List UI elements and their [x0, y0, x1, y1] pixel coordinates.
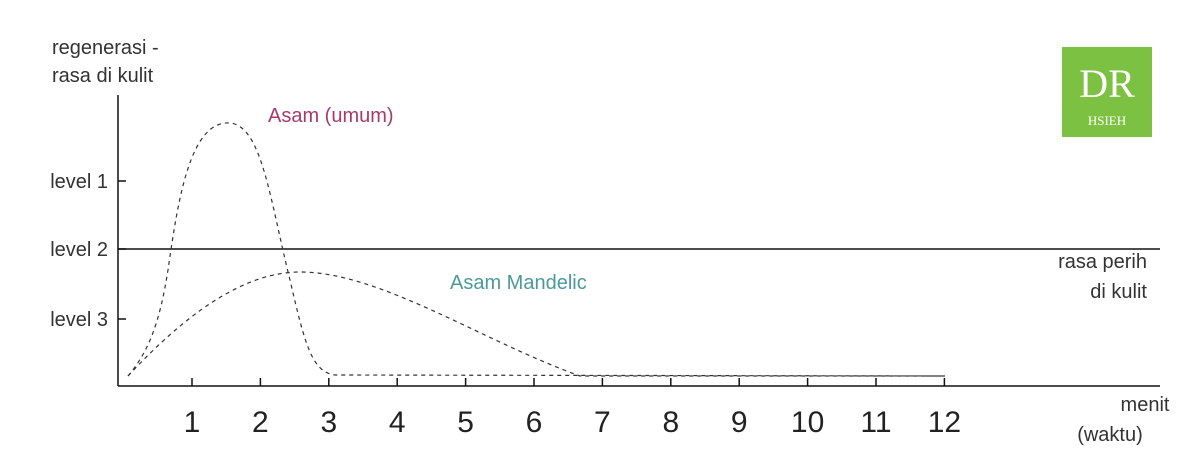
x-tick-label: 5: [457, 406, 474, 439]
x-axis-label: (waktu): [1077, 424, 1143, 446]
x-tick-label: 3: [320, 406, 337, 439]
logo-text: HSIEH: [1088, 113, 1126, 128]
logo-mark: DR: [1079, 61, 1135, 106]
curve-label: Asam (umum): [268, 105, 394, 127]
curve-asam-mandelic: [127, 271, 945, 377]
level-label: level 2: [50, 239, 108, 261]
threshold-label: di kulit: [1090, 281, 1147, 303]
curve-label: Asam Mandelic: [450, 272, 587, 294]
x-tick-label: 1: [184, 406, 201, 439]
level-label: level 1: [50, 171, 108, 193]
threshold-label: rasa perih: [1058, 251, 1147, 273]
x-tick-label: 7: [594, 406, 611, 439]
curve-asam-umum: [127, 122, 946, 377]
x-tick-label: 4: [389, 406, 406, 439]
x-tick-label: 11: [860, 406, 891, 439]
x-tick-label: 8: [662, 406, 679, 439]
x-tick-label: 6: [526, 406, 543, 439]
x-axis-label: menit: [1121, 394, 1170, 416]
y-axis-label: regenerasi -: [52, 37, 159, 59]
x-tick-label: 10: [791, 406, 824, 439]
x-tick-label: 9: [731, 406, 748, 439]
logo: [1062, 47, 1152, 137]
y-axis-label: rasa di kulit: [52, 65, 154, 87]
x-tick-label: 12: [928, 406, 961, 439]
x-tick-label: 2: [252, 406, 269, 439]
level-label: level 3: [50, 309, 108, 331]
